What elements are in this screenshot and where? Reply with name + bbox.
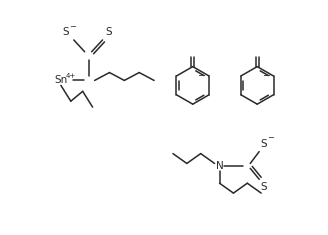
Text: −: − [69, 23, 76, 31]
Text: S: S [63, 27, 69, 37]
Text: N: N [215, 161, 223, 171]
Text: 4+: 4+ [66, 74, 76, 79]
Text: S: S [105, 27, 112, 37]
Text: −: − [198, 71, 206, 81]
Text: Sn: Sn [54, 75, 67, 86]
Text: −: − [268, 133, 275, 142]
Text: −: − [262, 71, 271, 81]
Text: S: S [261, 139, 267, 149]
Text: S: S [261, 182, 267, 192]
